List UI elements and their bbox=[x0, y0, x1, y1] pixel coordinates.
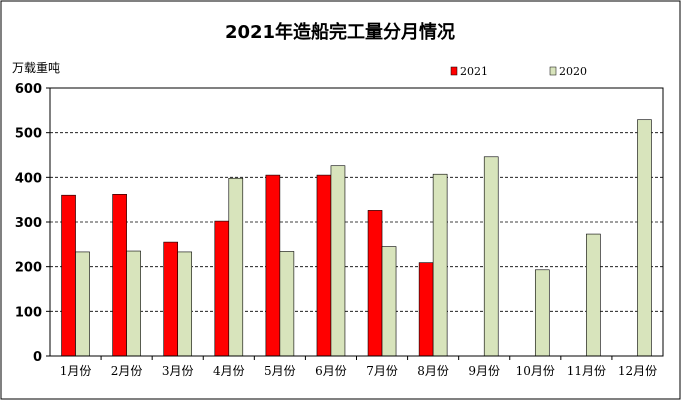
chart-title: 2021年造船完工量分月情况 bbox=[225, 21, 455, 43]
y-tick-label: 600 bbox=[15, 82, 42, 97]
legend-label-2020: 2020 bbox=[559, 65, 587, 78]
bar-2021-3 bbox=[163, 241, 179, 357]
x-tick-label: 9月份 bbox=[468, 364, 500, 378]
x-tick-label: 3月份 bbox=[162, 364, 194, 378]
x-tick-label: 12月份 bbox=[618, 364, 657, 378]
bar-2021-4 bbox=[214, 220, 230, 357]
bar-2020-12 bbox=[637, 119, 652, 357]
bars bbox=[61, 119, 652, 357]
x-tick-label: 10月份 bbox=[516, 364, 555, 378]
x-tick-label: 7月份 bbox=[366, 364, 398, 378]
x-tick-label: 8月份 bbox=[417, 364, 449, 378]
bar-2020-4 bbox=[228, 177, 244, 357]
bar-2021-2 bbox=[112, 194, 127, 357]
bar-2020-10 bbox=[534, 269, 550, 357]
x-tick-label: 11月份 bbox=[567, 364, 606, 378]
bar-2021-8 bbox=[418, 262, 434, 357]
bar-2020-2 bbox=[126, 250, 141, 357]
bar-2020-3 bbox=[177, 251, 193, 357]
bar-2021-7 bbox=[367, 210, 383, 357]
bar-2021-5 bbox=[265, 174, 281, 357]
bar-2020-9 bbox=[483, 156, 499, 357]
bar-2020-11 bbox=[586, 233, 601, 357]
bar-2021-1 bbox=[61, 194, 76, 357]
y-tick-label: 300 bbox=[15, 216, 42, 231]
bar-2020-1 bbox=[75, 251, 90, 357]
x-tick-label: 6月份 bbox=[315, 364, 347, 378]
x-tick-label: 5月份 bbox=[264, 364, 296, 378]
y-axis-unit-label: 万载重吨 bbox=[12, 61, 60, 75]
y-tick-label: 400 bbox=[15, 171, 42, 186]
legend-swatch-2020 bbox=[549, 66, 557, 76]
legend-label-2021: 2021 bbox=[460, 65, 488, 78]
y-tick-label: 0 bbox=[33, 350, 42, 365]
gridlines bbox=[50, 132, 663, 312]
y-axis-ticks: 0 100 200 300 400 500 600 bbox=[15, 82, 50, 365]
bar-2020-6 bbox=[330, 165, 346, 357]
bar-2020-7 bbox=[381, 246, 397, 357]
bar-2020-8 bbox=[432, 173, 448, 357]
y-tick-label: 100 bbox=[15, 305, 42, 320]
y-tick-label: 200 bbox=[15, 261, 42, 276]
x-tick-label: 1月份 bbox=[60, 364, 92, 378]
x-tick-label: 2月份 bbox=[111, 364, 143, 378]
x-tick-label: 4月份 bbox=[213, 364, 245, 378]
bar-2020-5 bbox=[279, 251, 295, 357]
bar-2021-6 bbox=[316, 174, 332, 357]
x-axis-ticks: 1月份 2月份 3月份 4月份 5月份 6月份 7月份 8月份 9月份 10月份 11月份 12月份 bbox=[60, 356, 657, 378]
legend-swatch-2021 bbox=[450, 66, 458, 76]
legend: 2021 2020 bbox=[450, 65, 587, 78]
y-tick-label: 500 bbox=[15, 127, 42, 142]
